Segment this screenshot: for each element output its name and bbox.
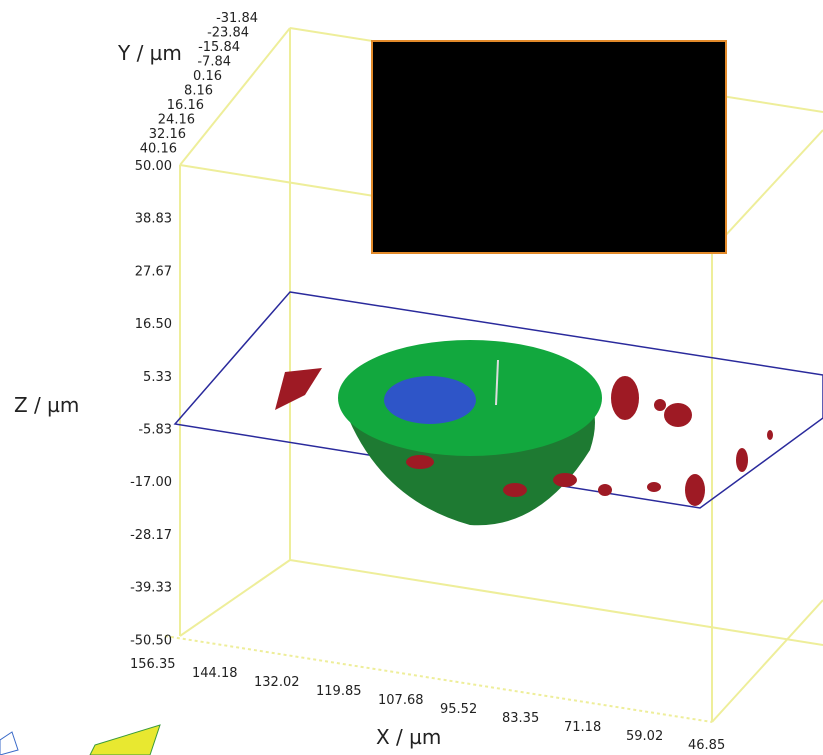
z-tick-label: -5.83 <box>138 423 172 438</box>
z-tick-label: 27.67 <box>135 264 172 279</box>
z-tick-label: -17.00 <box>130 475 172 490</box>
y-tick-label: 24.16 <box>158 113 195 128</box>
x-tick-label: 59.02 <box>626 729 663 744</box>
y-tick-label: -7.84 <box>197 55 231 70</box>
slice-plane <box>173 291 823 509</box>
tick-labels: 50.00 38.83 27.67 16.50 5.33 -5.83 -17.00 -28.1… <box>130 11 725 753</box>
y-tick-label: -15.84 <box>198 40 240 55</box>
x-tick-label: 107.68 <box>378 693 424 708</box>
z-tick-label: 38.83 <box>135 212 172 227</box>
z-tick-label: -50.50 <box>130 633 172 648</box>
x-tick-label: 95.52 <box>440 702 477 717</box>
x-tick-label: 46.85 <box>688 738 725 753</box>
y-tick-label: 8.16 <box>184 84 213 99</box>
x-tick-label: 156.35 <box>130 657 176 672</box>
y-tick-label: 0.16 <box>193 69 222 84</box>
y-tick-label: -23.84 <box>207 26 249 41</box>
y-tick-label: -31.84 <box>216 11 258 26</box>
y-tick-label: 40.16 <box>140 142 177 157</box>
y-tick-label: 16.16 <box>167 98 204 113</box>
x-tick-label: 144.18 <box>192 666 238 681</box>
orientation-widget <box>0 724 161 755</box>
z-axis-title: Z / µm <box>14 393 79 417</box>
z-tick-label: 5.33 <box>143 370 172 385</box>
particles <box>275 368 773 506</box>
x-tick-label: 132.02 <box>254 675 300 690</box>
x-tick-label: 119.85 <box>316 684 362 699</box>
z-tick-label: -39.33 <box>130 581 172 596</box>
z-tick-label: 50.00 <box>135 159 172 174</box>
y-axis-title: Y / µm <box>117 41 182 65</box>
x-tick-label: 71.18 <box>564 720 601 735</box>
z-tick-label: -28.17 <box>130 528 172 543</box>
cell <box>338 340 602 526</box>
z-tick-label: 16.50 <box>135 317 172 332</box>
x-tick-label: 83.35 <box>502 711 539 726</box>
overlay-panel <box>371 40 727 254</box>
y-tick-label: 32.16 <box>149 127 186 142</box>
x-axis-title: X / µm <box>376 725 441 749</box>
